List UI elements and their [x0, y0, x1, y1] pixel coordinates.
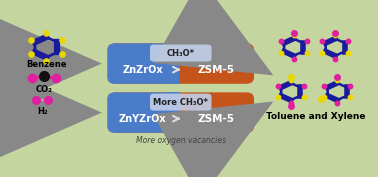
- Bar: [170, 92, 179, 133]
- Text: More oxygen vacancies: More oxygen vacancies: [136, 136, 226, 145]
- Text: ZnYZrOx: ZnYZrOx: [119, 114, 166, 124]
- FancyBboxPatch shape: [150, 94, 212, 111]
- Text: H₂: H₂: [37, 107, 48, 116]
- FancyBboxPatch shape: [150, 45, 212, 62]
- Text: CH₃O*: CH₃O*: [167, 48, 195, 58]
- Text: ZSM-5: ZSM-5: [197, 114, 234, 124]
- FancyBboxPatch shape: [107, 43, 178, 84]
- FancyBboxPatch shape: [107, 43, 254, 84]
- FancyBboxPatch shape: [107, 92, 254, 133]
- Text: CO₂: CO₂: [36, 85, 53, 94]
- Text: Benzene: Benzene: [26, 61, 67, 69]
- FancyBboxPatch shape: [107, 92, 178, 133]
- Text: Toluene and Xylene: Toluene and Xylene: [266, 112, 365, 121]
- Bar: [170, 43, 179, 84]
- Text: More CH₃O*: More CH₃O*: [153, 98, 208, 107]
- Text: ZSM-5: ZSM-5: [197, 65, 234, 75]
- Text: ZnZrOx: ZnZrOx: [122, 65, 163, 75]
